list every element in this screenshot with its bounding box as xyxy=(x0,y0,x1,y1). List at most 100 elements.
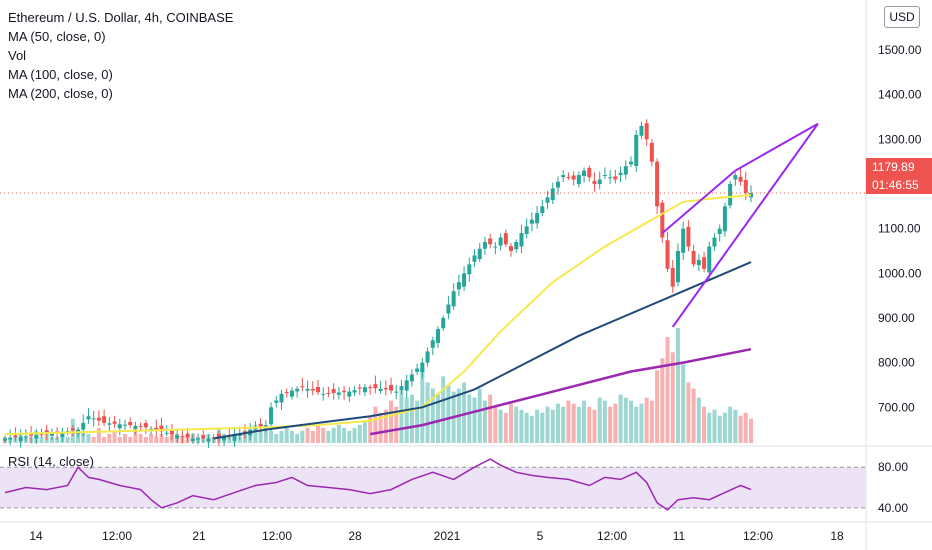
volume-bar xyxy=(566,400,571,443)
candle-body xyxy=(169,430,174,435)
candle-body xyxy=(477,248,482,260)
price-tick-label: 1500.00 xyxy=(878,43,922,57)
time-tick-label: 11 xyxy=(673,529,686,543)
candle-body xyxy=(738,176,743,182)
volume-bar xyxy=(608,406,613,443)
volume-bar xyxy=(550,409,555,443)
legend-ma100[interactable]: MA (100, close, 0) xyxy=(8,67,113,82)
volume-bar xyxy=(441,376,446,443)
time-tick-label: 12:00 xyxy=(262,529,292,543)
candle-body xyxy=(18,436,23,441)
volume-bar xyxy=(644,397,649,443)
volume-bar xyxy=(743,412,748,443)
candle-body xyxy=(550,188,555,201)
volume-bar xyxy=(675,328,680,443)
volume-bar xyxy=(482,400,487,443)
ma100-line xyxy=(213,261,752,440)
candle-body xyxy=(623,166,628,175)
candle-body xyxy=(190,438,195,441)
time-tick-label: 5 xyxy=(537,529,544,543)
volume-bar xyxy=(462,382,467,443)
candle-body xyxy=(555,181,560,188)
candle-body xyxy=(743,179,748,193)
candle-body xyxy=(175,435,180,439)
candle-body xyxy=(717,228,722,234)
legend-ma200[interactable]: MA (200, close, 0) xyxy=(8,86,113,101)
candle-body xyxy=(519,233,524,247)
volume-bar xyxy=(686,382,691,443)
candle-body xyxy=(295,388,300,392)
volume-bar xyxy=(373,406,378,443)
candle-body xyxy=(331,388,336,393)
candle-body xyxy=(597,179,602,184)
rsi-legend[interactable]: RSI (14, close) xyxy=(8,454,94,469)
volume-bar xyxy=(154,436,159,443)
candle-body xyxy=(702,257,707,269)
candle-body xyxy=(441,317,446,329)
candle-body xyxy=(180,436,185,438)
candle-body xyxy=(728,183,733,206)
volume-bar xyxy=(555,403,560,443)
volume-bar xyxy=(717,415,722,443)
volume-bar xyxy=(592,409,597,443)
candle-body xyxy=(509,246,514,251)
volume-bar xyxy=(284,427,289,443)
candle-body xyxy=(524,226,529,234)
volume-bar xyxy=(435,394,440,443)
volume-bar xyxy=(587,406,592,443)
candle-body xyxy=(49,433,54,436)
volume-bar xyxy=(389,400,394,443)
ma200-line xyxy=(369,347,752,436)
candle-body xyxy=(602,175,607,177)
candle-body xyxy=(352,390,357,393)
candle-body xyxy=(529,219,534,224)
candle-body xyxy=(34,435,39,439)
price-tick-label: 800.00 xyxy=(878,356,915,370)
candle-body xyxy=(300,386,305,388)
volume-bar xyxy=(409,394,414,443)
volume-bar xyxy=(253,424,258,443)
volume-bar xyxy=(357,424,362,443)
volume-bar xyxy=(81,430,86,443)
candle-body xyxy=(279,393,284,403)
volume-bar xyxy=(300,430,305,443)
candle-body xyxy=(722,206,727,232)
candle-body xyxy=(201,434,206,439)
candle-body xyxy=(462,273,467,287)
candle-body xyxy=(655,161,660,207)
volume-bar xyxy=(540,412,545,443)
volume-bar xyxy=(561,406,566,443)
volume-bar xyxy=(728,406,733,443)
candle-body xyxy=(242,431,247,433)
volume-bar xyxy=(446,385,451,443)
volume-bar xyxy=(39,436,44,443)
candle-body xyxy=(686,226,691,247)
currency-badge[interactable]: USD xyxy=(884,6,920,28)
candle-body xyxy=(8,437,13,440)
candle-body xyxy=(185,433,190,438)
candle-body xyxy=(545,197,550,203)
candle-body xyxy=(482,242,487,249)
volume-bar xyxy=(597,397,602,443)
volume-bar xyxy=(55,436,60,443)
candle-body xyxy=(446,304,451,314)
volume-bar xyxy=(514,406,519,443)
volume-bar xyxy=(289,430,294,443)
legend-symbol-title[interactable]: Ethereum / U.S. Dollar, 4h, COINBASE xyxy=(8,10,234,25)
legend-ma50[interactable]: MA (50, close, 0) xyxy=(8,29,106,44)
legend-volume[interactable]: Vol xyxy=(8,48,27,63)
candle-body xyxy=(592,180,597,184)
candle-body xyxy=(70,428,75,431)
volume-bar xyxy=(149,433,154,443)
candle-body xyxy=(102,416,107,423)
candle-body xyxy=(316,386,321,393)
volume-bar xyxy=(503,412,508,443)
candle-body xyxy=(409,374,414,382)
candle-body xyxy=(629,161,634,165)
volume-bar xyxy=(733,409,738,443)
volume-bar xyxy=(143,436,148,443)
volume-bar xyxy=(509,403,514,443)
volume-bar xyxy=(629,400,634,443)
time-tick-label: 12:00 xyxy=(743,529,773,543)
